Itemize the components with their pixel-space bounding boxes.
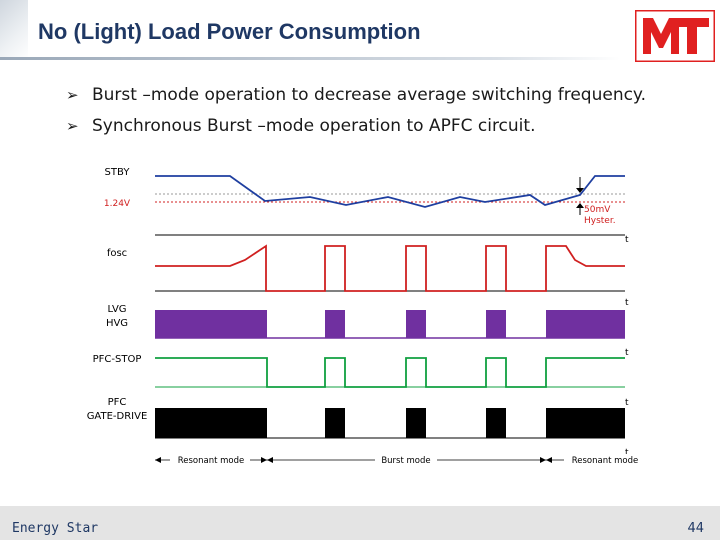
bullet-text: Synchronous Burst –mode operation to APF… (92, 116, 536, 136)
label-pfc: PFC (108, 397, 127, 408)
arrow-head-icon (576, 188, 584, 193)
slide-title: No (Light) Load Power Consumption (38, 19, 421, 44)
hysteresis-label: Hyster. (584, 216, 616, 226)
label-threshold: 1.24V (104, 199, 131, 209)
arrow-head-icon (576, 203, 584, 208)
label-hvg: HVG (106, 318, 128, 329)
bullet-arrow-icon: ➢ (66, 117, 79, 135)
burst-mode-timing-diagram: STBY 1.24V fosc LVG HVG PFC-STOP PFC GAT… (87, 167, 646, 466)
bullet-text: Burst –mode operation to decrease averag… (92, 85, 646, 105)
arrow-right-icon (261, 457, 267, 463)
time-axis-label: t (625, 235, 629, 245)
arrow-left-icon (546, 457, 552, 463)
bullet-item: ➢ Burst –mode operation to decrease avera… (66, 80, 646, 111)
label-pfc-stop: PFC-STOP (93, 354, 142, 365)
gate-drive-burst (325, 408, 345, 438)
mode-label-resonant-right: Resonant mode (572, 456, 639, 466)
label-fosc: fosc (107, 248, 127, 259)
mode-label-bg (170, 454, 250, 466)
arrow-left-icon (267, 457, 273, 463)
mode-label-burst: Burst mode (381, 456, 430, 466)
company-logo-mt (635, 10, 715, 62)
lvg-hvg-burst (325, 310, 345, 338)
time-axis-label: t (625, 398, 629, 408)
time-axis-label: t (625, 348, 629, 358)
gate-drive-burst (486, 408, 506, 438)
gate-drive-burst (546, 408, 625, 438)
bullet-arrow-icon: ➢ (66, 86, 79, 104)
time-axis-label: t (625, 448, 629, 458)
label-lvg: LVG (107, 304, 126, 315)
footer-label: Energy Star (12, 521, 99, 536)
arrow-left-icon (155, 457, 161, 463)
pfc-stop-waveform (155, 357, 625, 388)
bullet-list: ➢ Burst –mode operation to decrease avera… (66, 80, 646, 142)
mode-label-resonant-left: Resonant mode (178, 456, 245, 466)
footer-bar (0, 506, 720, 540)
label-gate-drive: GATE-DRIVE (87, 411, 148, 422)
bullet-item: ➢ Synchronous Burst –mode operation to AP… (66, 111, 646, 142)
lvg-hvg-burst (546, 310, 625, 338)
title-divider (0, 57, 620, 60)
fosc-waveform (155, 244, 625, 292)
gate-drive-burst (155, 408, 267, 438)
title-corner-shade (0, 0, 28, 60)
lvg-hvg-burst (406, 310, 426, 338)
stby-waveform (155, 175, 625, 208)
lvg-hvg-burst (486, 310, 506, 338)
mode-label-bg (564, 454, 646, 466)
page-number: 44 (687, 521, 704, 536)
label-stby: STBY (105, 167, 131, 178)
gate-drive-burst (406, 408, 426, 438)
time-axis-label: t (625, 298, 629, 308)
mode-label-bg (375, 454, 437, 466)
arrow-right-icon (540, 457, 546, 463)
lvg-hvg-burst (155, 310, 267, 338)
hysteresis-value: 50mV (584, 205, 611, 215)
